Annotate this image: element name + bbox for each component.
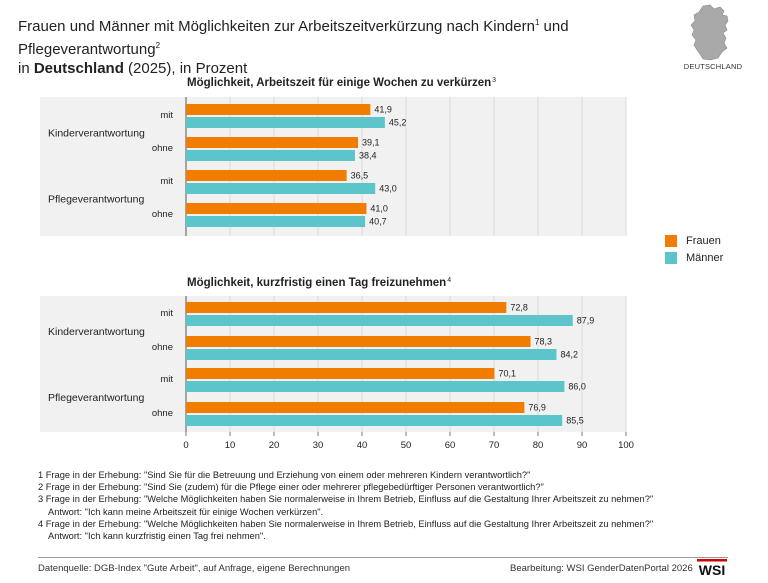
subgroup-label: mit xyxy=(160,176,173,187)
data-label: 78,3 xyxy=(535,337,553,347)
subgroup-label: ohne xyxy=(152,143,173,154)
bar-männer xyxy=(186,415,563,426)
group-label: Pflegeverantwortung xyxy=(48,194,144,206)
bar-frauen xyxy=(186,402,525,413)
panel-title-2: Möglichkeit, kurzfristig einen Tag freiz… xyxy=(187,277,451,289)
footnote-3: 3 Frage in der Erhebung: "Welche Möglich… xyxy=(38,494,654,517)
data-label: 85,5 xyxy=(566,416,584,426)
country-name: Deutschland xyxy=(33,60,124,77)
data-label: 36,5 xyxy=(351,171,369,181)
x-tick-label: 100 xyxy=(618,440,634,451)
x-tick-label: 30 xyxy=(313,440,324,451)
data-source: Datenquelle: DGB-Index "Gute Arbeit", au… xyxy=(38,563,351,574)
data-label: 39,1 xyxy=(362,138,380,148)
data-label: 70,1 xyxy=(498,369,516,379)
footnote-4: 4 Frage in der Erhebung: "Welche Möglich… xyxy=(38,518,654,542)
bar-frauen xyxy=(186,203,367,214)
group-label: Kinderverantwortung xyxy=(48,128,145,140)
legend: Frauen Männer xyxy=(665,234,723,268)
data-label: 86,0 xyxy=(568,382,586,392)
footnote-2: 2 Frage in der Erhebung: "Sind Sie (zude… xyxy=(38,482,544,493)
data-label: 84,2 xyxy=(560,350,578,360)
x-tick-label: 0 xyxy=(183,440,188,451)
x-tick-label: 60 xyxy=(445,440,456,451)
data-label: 45,2 xyxy=(389,118,407,128)
data-label: 43,0 xyxy=(379,184,397,194)
legend-label-frauen: Frauen xyxy=(686,234,721,247)
data-label: 72,8 xyxy=(510,303,528,313)
group-label: Kinderverantwortung xyxy=(48,326,145,338)
legend-swatch-frauen xyxy=(665,234,677,247)
x-tick-label: 50 xyxy=(401,440,412,451)
subgroup-label: mit xyxy=(160,374,173,385)
footer-divider xyxy=(38,557,728,558)
svg-text:WSI: WSI xyxy=(699,562,725,577)
x-tick-label: 80 xyxy=(533,440,544,451)
bar-männer xyxy=(186,183,376,194)
data-label: 38,4 xyxy=(359,151,377,161)
panel-title-1: Möglichkeit, Arbeitszeit für einige Woch… xyxy=(187,77,496,89)
x-tick-label: 10 xyxy=(225,440,236,451)
bar-frauen xyxy=(186,336,531,347)
x-tick-label: 70 xyxy=(489,440,500,451)
bar-frauen xyxy=(186,137,359,148)
chart-title: Frauen und Männer mit Möglichkeiten zur … xyxy=(18,18,569,77)
x-tick-label: 40 xyxy=(357,440,368,451)
subgroup-label: ohne xyxy=(152,209,173,220)
data-label: 76,9 xyxy=(528,403,546,413)
x-tick-label: 90 xyxy=(577,440,588,451)
bar-frauen xyxy=(186,368,495,379)
bar-frauen xyxy=(186,104,371,115)
footnotes: 1 Frage in der Erhebung: "Sind Sie für d… xyxy=(38,469,738,542)
data-label: 41,9 xyxy=(374,105,392,115)
group-label: Pflegeverantwortung xyxy=(48,392,144,404)
data-label: 87,9 xyxy=(577,316,595,326)
subgroup-label: mit xyxy=(160,110,173,121)
bar-frauen xyxy=(186,302,507,313)
credit: Bearbeitung: WSI GenderDatenPortal 2026 xyxy=(510,563,693,574)
bar-männer xyxy=(186,349,557,360)
data-label: 41,0 xyxy=(370,204,388,214)
legend-item-maenner: Männer xyxy=(665,251,723,264)
legend-label-maenner: Männer xyxy=(686,251,724,264)
map-label: DEUTSCHLAND xyxy=(683,62,743,71)
subgroup-label: mit xyxy=(160,308,173,319)
bar-männer xyxy=(186,150,355,161)
footnote-1: 1 Frage in der Erhebung: "Sind Sie für d… xyxy=(38,470,531,480)
legend-swatch-maenner xyxy=(665,251,677,264)
bar-männer xyxy=(186,216,366,227)
bar-männer xyxy=(186,381,565,392)
x-tick-label: 20 xyxy=(269,440,280,451)
bar-frauen xyxy=(186,170,347,181)
germany-map-icon: DEUTSCHLAND xyxy=(670,4,756,74)
subgroup-label: ohne xyxy=(152,408,173,419)
subgroup-label: ohne xyxy=(152,342,173,353)
legend-item-frauen: Frauen xyxy=(665,234,723,247)
bar-männer xyxy=(186,315,573,326)
bar-männer xyxy=(186,117,385,128)
data-label: 40,7 xyxy=(369,217,387,227)
bar-chart: Möglichkeit, Arbeitszeit für einige Woch… xyxy=(40,77,634,451)
wsi-logo: WSI xyxy=(697,559,727,577)
